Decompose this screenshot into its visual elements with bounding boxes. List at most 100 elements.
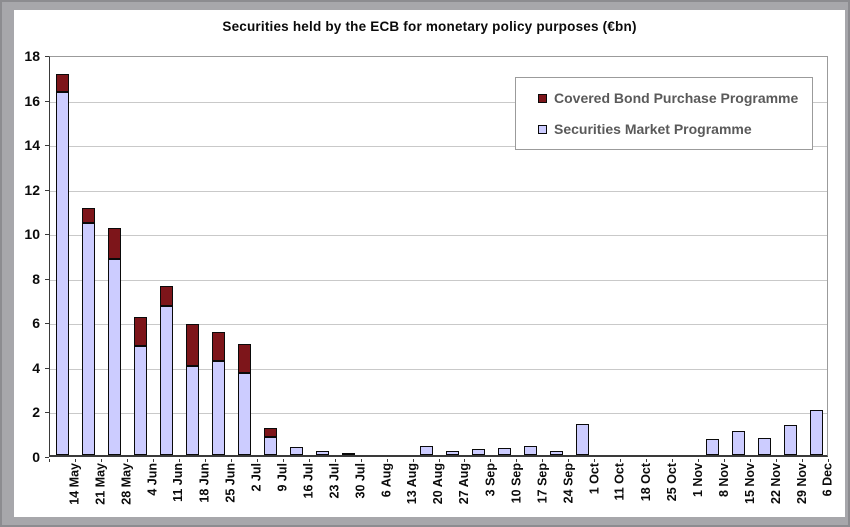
x-axis-tick bbox=[724, 459, 726, 462]
y-axis-tick bbox=[45, 278, 49, 280]
x-axis-tick bbox=[698, 459, 700, 462]
x-axis-label: 22 Nov bbox=[768, 463, 783, 504]
gridline bbox=[50, 235, 827, 237]
x-axis-label: 4 Jun bbox=[145, 463, 160, 496]
x-axis-label: 21 May bbox=[93, 463, 108, 505]
bar-cbpp-segment bbox=[264, 428, 278, 438]
bar-smp-segment bbox=[264, 437, 278, 455]
cbpp-swatch-icon bbox=[538, 93, 547, 103]
bar-smp-segment bbox=[549, 450, 563, 455]
x-axis-tick bbox=[360, 459, 362, 462]
y-axis-tick bbox=[45, 234, 49, 236]
bar-smp-segment bbox=[445, 450, 459, 455]
x-axis-tick bbox=[568, 459, 570, 462]
bar-smp-segment bbox=[420, 446, 434, 455]
x-axis-tick bbox=[594, 459, 596, 462]
x-axis-label: 20 Aug bbox=[431, 463, 446, 505]
x-axis-label: 11 Jun bbox=[171, 463, 186, 502]
x-axis-label: 18 Oct bbox=[638, 463, 653, 502]
x-axis-tick bbox=[230, 459, 232, 462]
bar-smp-segment bbox=[82, 223, 96, 455]
bar-cbpp-segment bbox=[160, 285, 174, 306]
x-axis-tick bbox=[802, 459, 804, 462]
x-axis-label: 24 Sep bbox=[560, 463, 575, 504]
x-axis-label: 30 Jul bbox=[353, 463, 368, 499]
x-axis-label: 11 Oct bbox=[612, 463, 627, 501]
x-axis-tick bbox=[334, 459, 336, 462]
legend-label-cbpp: Covered Bond Purchase Programme bbox=[554, 90, 799, 106]
x-axis-label: 9 Jul bbox=[275, 463, 290, 492]
chart-panel: Securities held by the ECB for monetary … bbox=[14, 10, 845, 517]
y-axis-label: 2 bbox=[32, 404, 40, 421]
x-axis-tick bbox=[204, 459, 206, 462]
bar-cbpp-segment bbox=[56, 74, 70, 92]
bar-smp-segment bbox=[757, 438, 771, 455]
x-axis-tick bbox=[49, 459, 50, 462]
x-axis-tick bbox=[386, 459, 388, 462]
y-axis-tick bbox=[45, 323, 49, 325]
x-axis-tick bbox=[516, 459, 518, 462]
bar-smp-segment bbox=[134, 345, 148, 455]
x-axis-tick bbox=[74, 459, 76, 462]
bar-smp-segment bbox=[160, 305, 174, 455]
x-axis-tick bbox=[672, 459, 674, 462]
legend-item-securities-market-programme: Securities Market Programme bbox=[538, 121, 752, 137]
x-axis-label: 10 Sep bbox=[508, 463, 523, 504]
x-axis-tick bbox=[620, 459, 622, 462]
bar-smp-segment bbox=[809, 410, 823, 455]
legend-label-smp: Securities Market Programme bbox=[554, 121, 752, 137]
smp-swatch-icon bbox=[538, 124, 547, 134]
y-axis-label: 4 bbox=[32, 359, 40, 376]
x-axis-tick bbox=[438, 459, 440, 462]
x-axis-label: 27 Aug bbox=[456, 463, 471, 505]
x-axis-label: 25 Oct bbox=[664, 463, 679, 502]
gridline bbox=[50, 413, 827, 415]
bar-cbpp-segment bbox=[212, 332, 226, 362]
x-axis-label: 1 Nov bbox=[690, 463, 705, 498]
gridline bbox=[50, 324, 827, 326]
y-axis-tick bbox=[45, 412, 49, 414]
x-axis-label: 15 Nov bbox=[742, 463, 757, 504]
x-axis-label: 29 Nov bbox=[794, 463, 809, 504]
y-axis-label: 12 bbox=[24, 181, 40, 198]
y-axis-label: 0 bbox=[32, 449, 40, 465]
legend: Covered Bond Purchase Programme Securiti… bbox=[515, 77, 813, 150]
x-axis-label: 28 May bbox=[119, 463, 134, 505]
bar-cbpp-segment bbox=[82, 207, 96, 224]
x-axis-tick bbox=[828, 459, 829, 462]
bar-smp-segment bbox=[316, 450, 330, 455]
x-axis-label: 1 Oct bbox=[586, 463, 601, 495]
bar-smp-segment bbox=[497, 448, 511, 455]
y-axis-tick bbox=[45, 145, 49, 147]
bar-smp-segment bbox=[471, 449, 485, 455]
x-axis-tick bbox=[152, 459, 154, 462]
bar-smp-segment bbox=[108, 258, 122, 455]
x-axis-label: 17 Sep bbox=[534, 463, 549, 504]
bar-cbpp-segment bbox=[238, 343, 252, 373]
bar-smp-segment bbox=[575, 423, 589, 455]
gridline bbox=[50, 101, 827, 103]
bar-smp-segment bbox=[523, 446, 537, 455]
x-axis-label: 13 Aug bbox=[405, 463, 420, 505]
bar-smp-segment bbox=[731, 430, 745, 455]
gridline bbox=[50, 368, 827, 370]
y-axis-label: 16 bbox=[24, 92, 40, 109]
gridline bbox=[50, 146, 827, 148]
chart-title: Securities held by the ECB for monetary … bbox=[222, 19, 637, 34]
x-axis-tick bbox=[282, 459, 284, 462]
plot-area bbox=[49, 56, 828, 457]
x-axis-tick bbox=[490, 459, 492, 462]
y-axis-tick bbox=[45, 56, 49, 57]
gridline bbox=[50, 190, 827, 192]
bar-cbpp-segment bbox=[108, 227, 122, 259]
x-axis-tick bbox=[750, 459, 752, 462]
legend-item-covered-bond-purchase-programme: Covered Bond Purchase Programme bbox=[538, 90, 799, 106]
x-axis-label: 25 Jun bbox=[223, 463, 238, 503]
x-axis-label: 3 Sep bbox=[482, 463, 497, 497]
y-axis-tick bbox=[45, 367, 49, 369]
bar-smp-segment bbox=[705, 439, 719, 455]
x-axis-label: 8 Nov bbox=[716, 463, 731, 498]
bar-smp-segment bbox=[186, 365, 200, 455]
y-axis-tick bbox=[45, 457, 49, 458]
